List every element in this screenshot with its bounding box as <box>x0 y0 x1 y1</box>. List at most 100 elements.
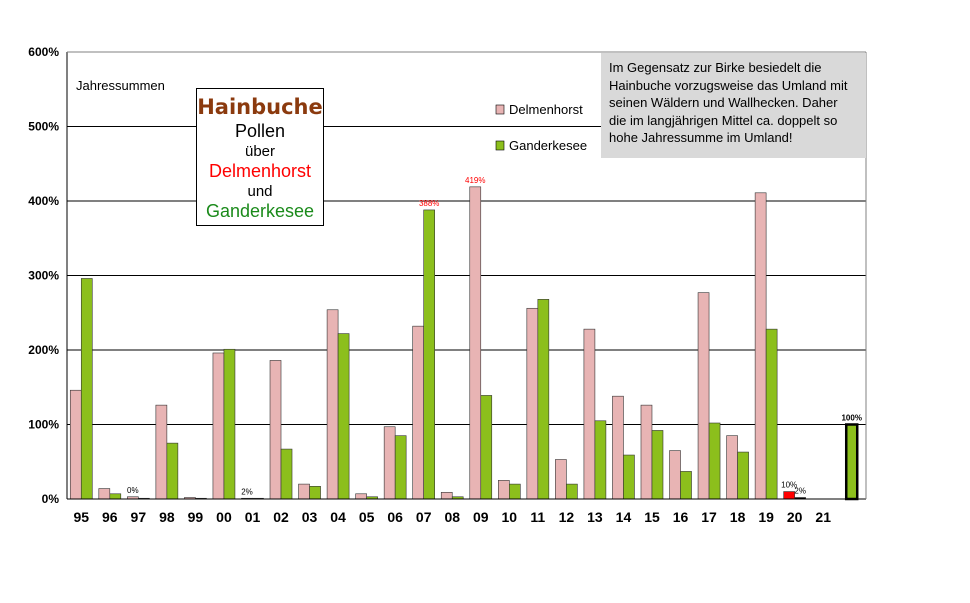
bar-ganderkesee-23 <box>737 451 749 500</box>
x-tick-label: 99 <box>188 509 204 525</box>
y-tick-label: 100% <box>28 418 59 432</box>
bar-ganderkesee-16 <box>537 299 550 500</box>
bar-ganderkesee-20 <box>651 430 664 500</box>
title-ueber: über <box>244 142 276 160</box>
data-label: 0% <box>127 486 139 495</box>
bar-ganderkesee-17 <box>566 483 578 500</box>
title-delmenhorst: Delmenhorst <box>208 161 312 182</box>
bar-delmenhorst-7 <box>269 360 282 500</box>
annotation-note: Im Gegensatz zur Birke besiedelt die Hai… <box>601 53 866 158</box>
data-labels: 0% 2%388%419%10%2%100% <box>127 176 862 496</box>
data-label: 10% <box>781 481 797 490</box>
bar-ganderkesee-3 <box>166 442 179 500</box>
bar-delmenhorst-16 <box>526 307 539 500</box>
x-tick-label: 16 <box>673 509 689 525</box>
x-tick-label: 18 <box>730 509 746 525</box>
bars-group <box>69 186 859 501</box>
title-hainbuche: Hainbuche <box>197 95 323 119</box>
bar-delmenhorst-17 <box>555 459 567 500</box>
bar-ganderkesee-21 <box>680 471 692 500</box>
title-pollen: Pollen <box>234 121 286 142</box>
x-tick-label: 98 <box>159 509 175 525</box>
bar-delmenhorst-19 <box>612 395 624 500</box>
axes-group <box>66 51 867 500</box>
chart-subtitle: Jahressummen <box>76 78 165 93</box>
data-label: 388% <box>419 199 439 208</box>
x-tick-label: 97 <box>131 509 147 525</box>
bar-delmenhorst-3 <box>155 404 168 500</box>
x-tick-label: 05 <box>359 509 375 525</box>
bar-delmenhorst-10 <box>355 493 367 500</box>
x-tick-label: 00 <box>216 509 232 525</box>
bar-delmenhorst-14 <box>469 186 482 500</box>
bar-ganderkesee-11 <box>394 435 407 500</box>
bar-delmenhorst-8 <box>298 483 310 500</box>
bar-ganderkesee-1 <box>109 493 122 500</box>
bar-delmenhorst-5 <box>212 352 225 500</box>
bar-delmenhorst-0 <box>69 389 82 500</box>
legend-label-ganderkesee: Ganderkesee <box>509 138 587 153</box>
title-und: und <box>247 182 273 200</box>
x-tick-label: 12 <box>559 509 575 525</box>
bar-delmenhorst-24 <box>754 192 767 500</box>
x-tick-labels: 95 96 97 98 99 00 01 02 03 04 05 06 07 08 09 10 11 12 13 14… <box>73 509 831 525</box>
bar-ganderkesee-15 <box>509 483 521 500</box>
bar-ganderkesee-0 <box>80 278 93 500</box>
x-tick-label: 09 <box>473 509 489 525</box>
bar-ganderkesee-18 <box>594 420 607 500</box>
bar-ganderkesee-14 <box>480 395 493 500</box>
chart-title-box: Hainbuche Pollen über Delmenhorst und Ga… <box>196 88 324 226</box>
data-label: 100% <box>841 414 861 423</box>
x-tick-label: 06 <box>387 509 403 525</box>
bar-ganderkesee-22 <box>708 422 721 500</box>
bar-ganderkesee-5 <box>223 348 236 500</box>
bar-delmenhorst-21 <box>669 450 681 500</box>
bar-delmenhorst-1 <box>98 488 111 500</box>
legend-swatch-delmenhorst <box>495 104 505 115</box>
x-tick-label: 20 <box>787 509 803 525</box>
y-tick-labels: 0% 100% 200% 300% 400% 500% 600% <box>28 45 59 506</box>
legend: Delmenhorst Ganderkesee <box>495 102 587 153</box>
bar-ganderkesee-24 <box>765 328 778 500</box>
x-tick-label: 01 <box>245 509 261 525</box>
bar-ganderkesee-12 <box>423 209 435 500</box>
bar-ganderkesee-8 <box>309 486 321 500</box>
x-tick-label: 02 <box>273 509 289 525</box>
x-tick-label: 11 <box>530 509 545 525</box>
x-tick-label: 17 <box>701 509 717 525</box>
bar-delmenhorst-12 <box>412 325 424 500</box>
x-tick-label: 08 <box>444 509 460 525</box>
x-tick-label: 03 <box>302 509 318 525</box>
y-tick-label: 0% <box>42 492 60 506</box>
bar-delmenhorst-23 <box>726 435 738 500</box>
legend-swatch-ganderkesee <box>495 140 505 151</box>
bar-delmenhorst-11 <box>383 426 396 500</box>
x-tick-label: 10 <box>502 509 518 525</box>
data-label: 2% <box>794 487 806 496</box>
data-label: 419% <box>465 176 485 185</box>
legend-label-delmenhorst: Delmenhorst <box>509 102 583 117</box>
bar-delmenhorst-13 <box>440 491 453 500</box>
bar-delmenhorst-15 <box>498 480 510 500</box>
x-tick-label: 95 <box>73 509 89 525</box>
x-tick-label: 21 <box>815 509 831 525</box>
y-tick-label: 500% <box>28 120 59 134</box>
x-tick-label: 14 <box>616 509 632 525</box>
y-tick-label: 400% <box>28 194 59 208</box>
bar-ganderkesee-7 <box>280 448 293 500</box>
y-tick-label: 300% <box>28 269 59 283</box>
bar-ganderkesee-19 <box>623 454 635 500</box>
bar-delmenhorst-22 <box>697 292 710 500</box>
x-tick-label: 15 <box>644 509 660 525</box>
bar-delmenhorst-25 <box>783 491 795 500</box>
data-label: 2% <box>241 487 253 496</box>
x-tick-label: 13 <box>587 509 603 525</box>
bar-ganderkesee-9 <box>337 333 350 500</box>
bar-delmenhorst-18 <box>583 328 596 500</box>
x-tick-label: 07 <box>416 509 432 525</box>
y-tick-label: 200% <box>28 343 59 357</box>
y-tick-label: 600% <box>28 45 59 59</box>
x-tick-label: 04 <box>330 509 346 525</box>
x-tick-label: 19 <box>758 509 774 525</box>
